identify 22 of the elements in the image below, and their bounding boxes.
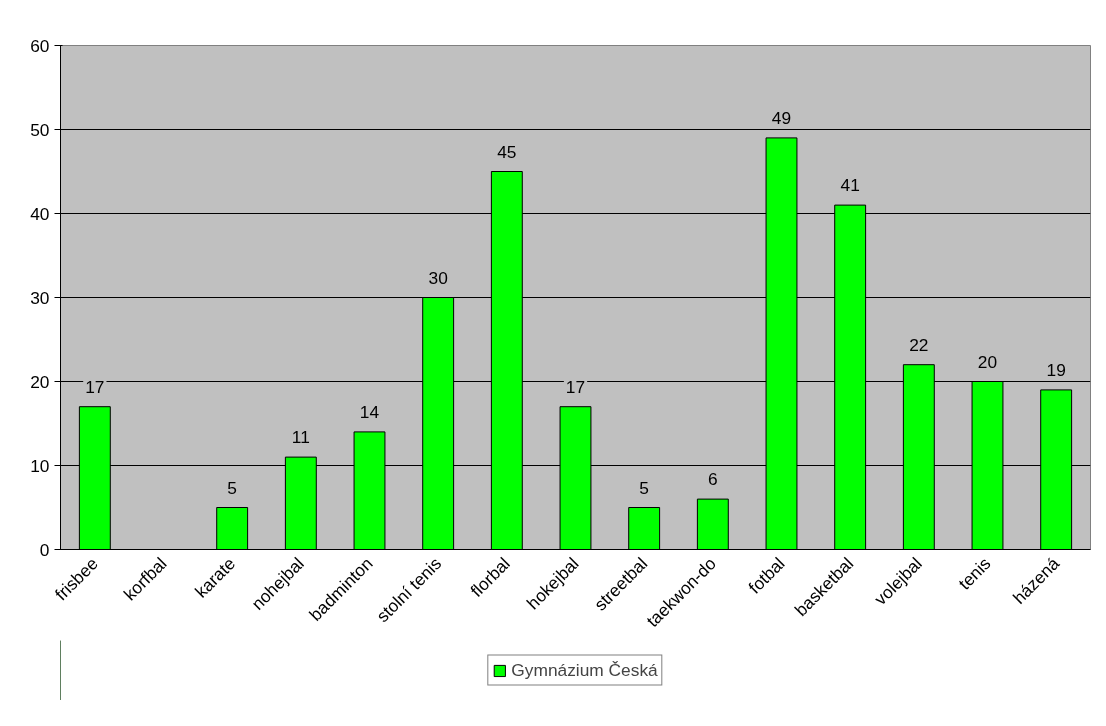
data-label: 45 (497, 141, 517, 162)
y-tick-label: 30 (30, 287, 50, 308)
data-label: 41 (840, 175, 860, 196)
data-label: 19 (1046, 359, 1066, 380)
data-label: 6 (708, 469, 718, 490)
data-label: 5 (227, 477, 237, 498)
data-label: 20 (977, 351, 998, 372)
legend-label: Gymnázium Česká (511, 659, 658, 681)
data-label: 5 (639, 477, 649, 498)
data-label: 22 (909, 334, 929, 355)
y-tick-label: 60 (30, 35, 50, 56)
data-label: 11 (291, 427, 310, 448)
y-tick-label: 40 (30, 203, 50, 224)
data-label: 14 (359, 401, 380, 422)
y-tick-label: 10 (30, 455, 50, 476)
y-tick-label: 0 (39, 539, 50, 560)
y-tick-label: 20 (30, 371, 50, 392)
data-label: 49 (771, 107, 792, 128)
data-label: 17 (85, 376, 105, 397)
data-label: 17 (565, 376, 586, 397)
y-tick-label: 50 (30, 119, 50, 140)
data-label: 30 (428, 267, 448, 288)
